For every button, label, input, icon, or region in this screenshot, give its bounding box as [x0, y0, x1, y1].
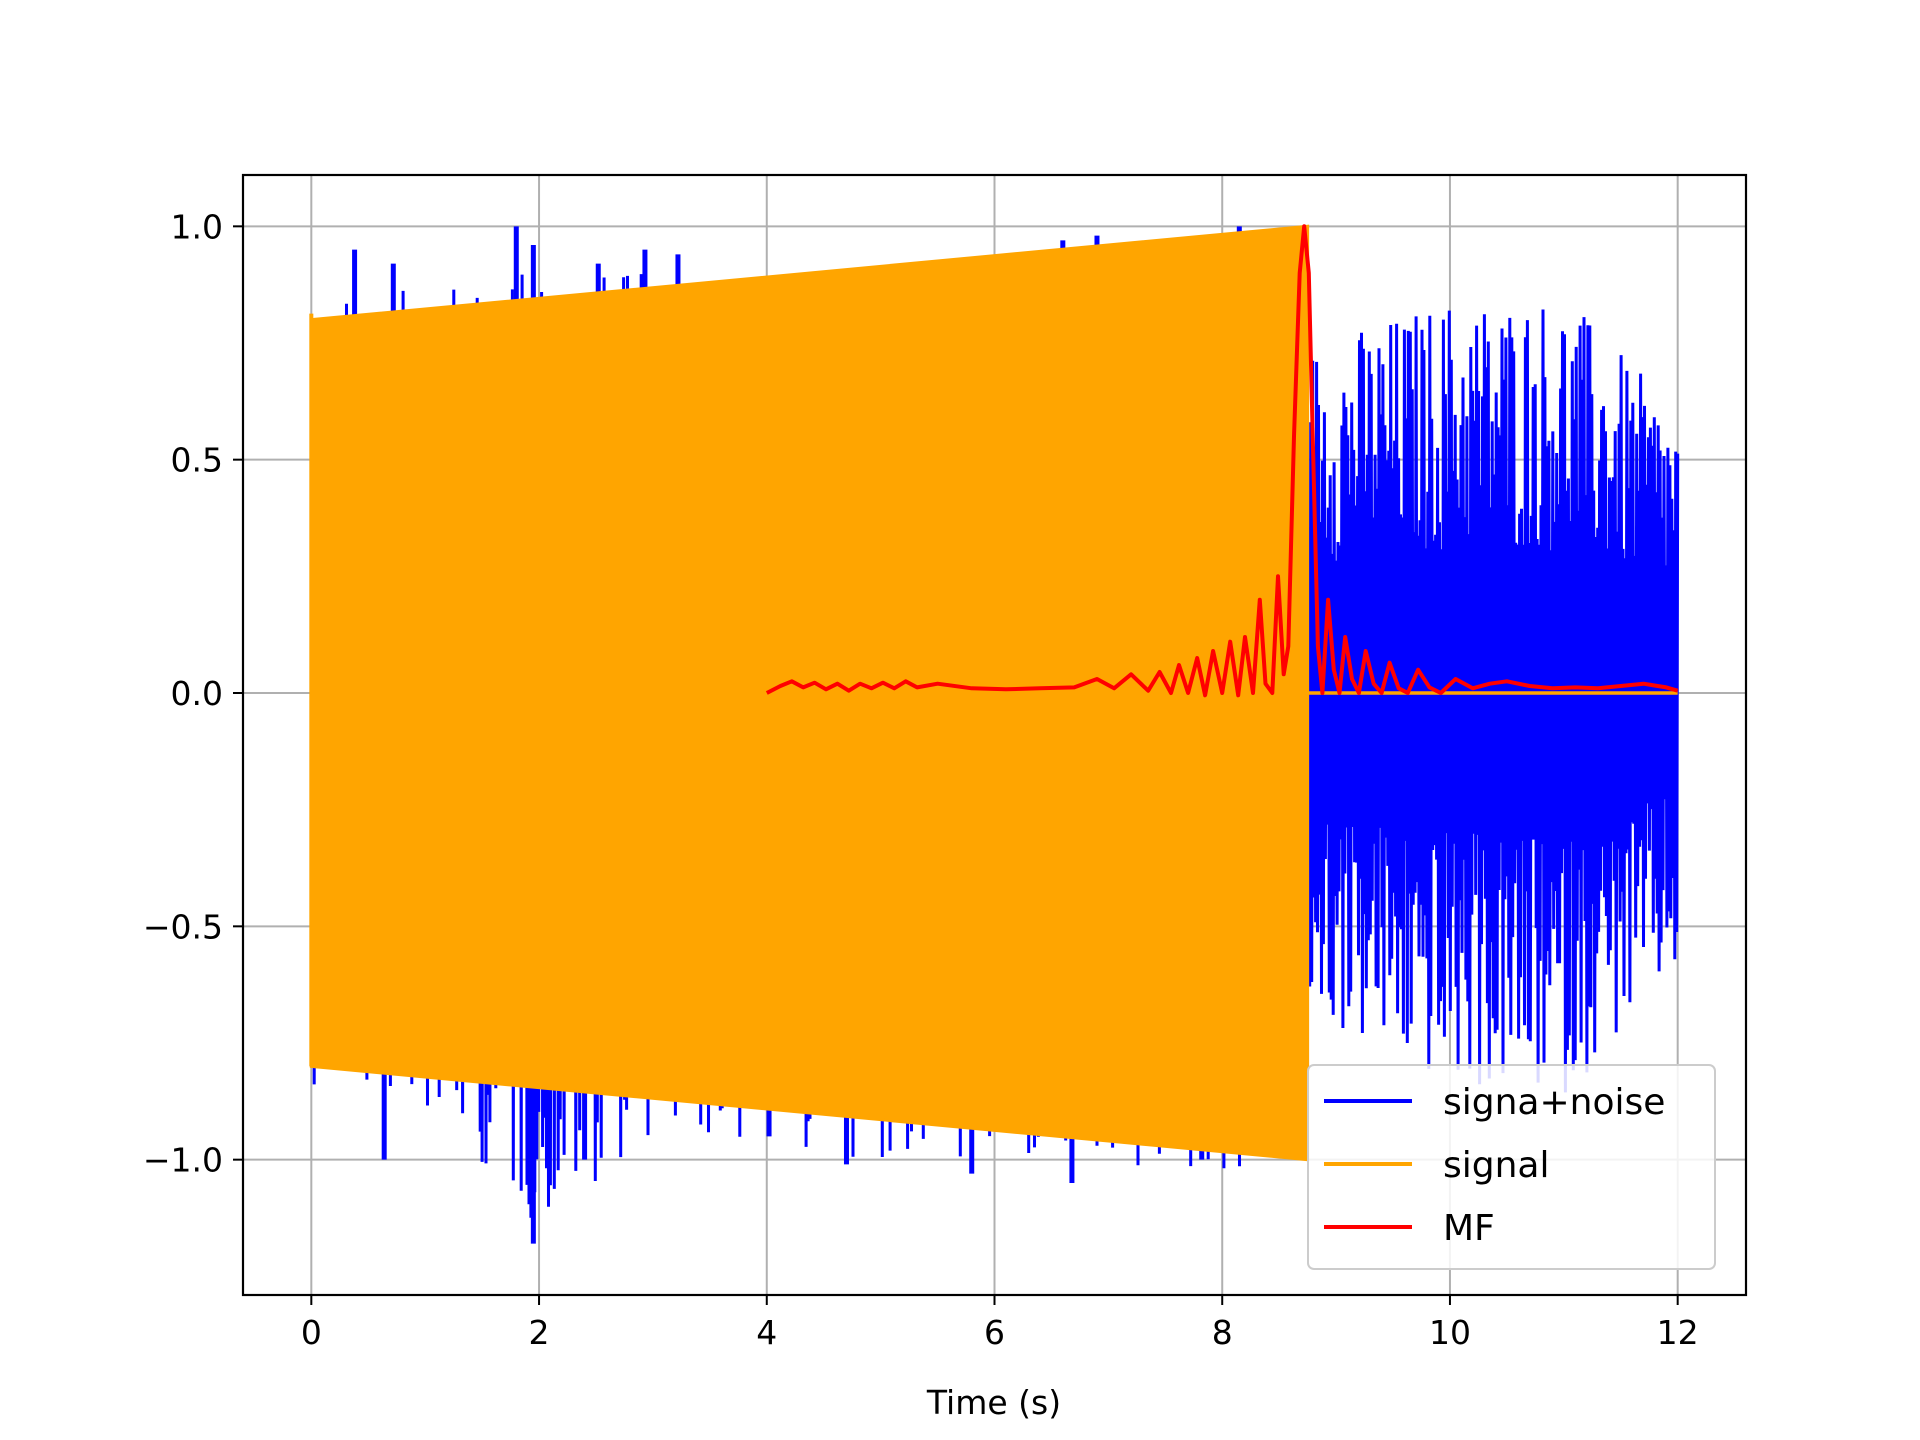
- x-tick-label: 2: [529, 1313, 550, 1352]
- x-tick-label: 0: [301, 1313, 322, 1352]
- legend-label: MF: [1443, 1208, 1495, 1249]
- y-tick-label: 0.5: [171, 441, 223, 480]
- legend-label: signa+noise: [1443, 1082, 1665, 1123]
- x-tick-label: 10: [1429, 1313, 1471, 1352]
- legend: signa+noise signal MF: [1307, 1064, 1716, 1270]
- x-tick-label: 6: [984, 1313, 1005, 1352]
- y-tick-label: 0.0: [171, 674, 223, 713]
- y-tick-label: 1.0: [171, 207, 223, 246]
- series-signal-band: [309, 224, 1310, 1162]
- series-mf-line: [765, 224, 1679, 698]
- x-tick-label: 4: [756, 1313, 777, 1352]
- x-axis-title: Time (s): [926, 1383, 1061, 1422]
- y-axis: 1.0 0.5 0.0 −0.5 −1.0: [143, 207, 243, 1180]
- legend-box: [1307, 1064, 1716, 1270]
- y-tick-label: −0.5: [143, 907, 223, 946]
- x-axis: 0 2 4 6 8 10 12: [301, 1295, 1699, 1352]
- series-mf: [765, 224, 1679, 698]
- y-tick-label: −1.0: [143, 1141, 223, 1180]
- plot-area: [309, 224, 1680, 1244]
- x-tick-label: 8: [1212, 1313, 1233, 1352]
- legend-label: signal: [1443, 1145, 1550, 1186]
- x-tick-label: 12: [1657, 1313, 1699, 1352]
